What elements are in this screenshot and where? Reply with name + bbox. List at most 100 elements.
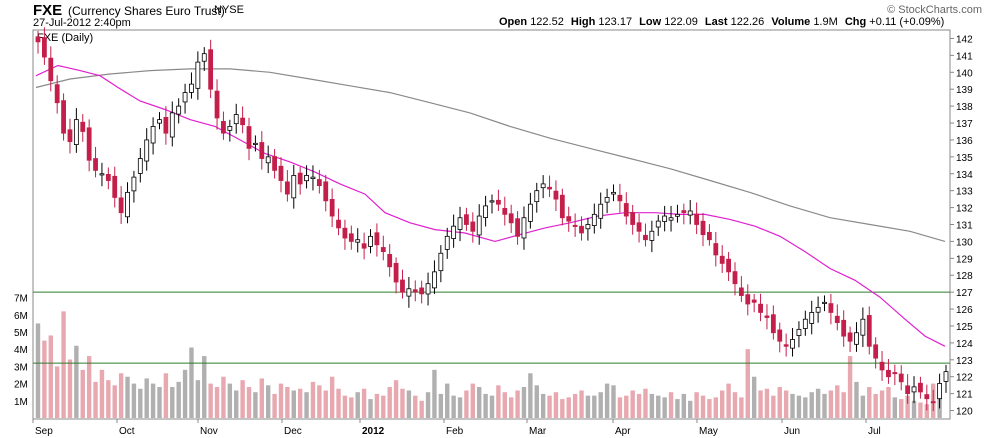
volume-bar [349, 397, 354, 418]
candle-body [943, 371, 949, 382]
y-tick-label: 125 [956, 322, 973, 333]
candle-body [150, 126, 156, 144]
high-value: 123.17 [598, 16, 633, 28]
volume-bar [214, 387, 220, 418]
volume-bar [125, 376, 130, 418]
volume-bar [547, 395, 552, 418]
volume-bar [604, 383, 610, 418]
candle-body [99, 173, 105, 176]
volume-bar [649, 393, 655, 418]
volume-bar [783, 390, 789, 418]
volume-bar [112, 385, 117, 418]
volume-bar [726, 383, 731, 418]
candle-body [35, 36, 41, 43]
chart-header: FXE (Currency Shares Euro Trust) NYSE 27… [0, 0, 990, 30]
candle-body [169, 112, 175, 138]
y-tick-label: 140 [956, 68, 973, 79]
candle-body [464, 214, 469, 225]
candle-body [937, 383, 943, 400]
volume-bar [624, 395, 629, 418]
candle-body [802, 318, 808, 329]
volume-bar [732, 392, 738, 418]
volume-bar [675, 399, 680, 418]
y-tick-label: 127 [956, 288, 973, 299]
candle-body [240, 117, 246, 126]
y-tick-label: 128 [956, 271, 973, 282]
y-tick-label: 129 [956, 254, 973, 265]
volume-bar [815, 388, 821, 418]
candle-body [623, 203, 629, 217]
volume-bar [400, 388, 405, 418]
x-tick-label: Feb [446, 426, 464, 437]
candle-body [61, 100, 66, 134]
last-label: Last [704, 16, 728, 28]
candle-body [144, 139, 150, 162]
candle-body [521, 217, 527, 239]
volume-bar [419, 400, 424, 418]
candle-body [182, 92, 188, 103]
volume-bar [99, 369, 105, 418]
volume-bar [700, 395, 706, 418]
volume-bar [886, 387, 891, 418]
volume-bar [592, 395, 597, 418]
volume-bar [413, 395, 418, 418]
candle-body [495, 199, 501, 205]
candle-body [764, 315, 770, 318]
volume-bar [138, 388, 143, 418]
volume-bar [528, 373, 533, 418]
candle-body [476, 215, 482, 236]
volume-bar [483, 393, 488, 418]
last-value: 122.26 [730, 16, 765, 28]
volume-bar [48, 335, 53, 418]
candle-body [636, 222, 642, 232]
candle-body [758, 303, 763, 313]
candle-body [585, 224, 591, 230]
volume-bar [253, 392, 258, 418]
low-value: 122.09 [664, 16, 698, 28]
security-name: (Currency Shares Euro Trust) [68, 4, 225, 18]
volume-bar [54, 366, 60, 418]
volume-bar [598, 392, 603, 418]
volume-bar [304, 392, 309, 418]
volume-bar [719, 390, 725, 418]
volume-bar [585, 395, 591, 418]
candle-body [137, 158, 143, 174]
candle-body [323, 181, 329, 202]
chg-label: Chg [844, 16, 867, 28]
candle-body [195, 61, 201, 89]
candle-body [73, 119, 79, 145]
candle-body [502, 208, 508, 215]
volume-bar [611, 385, 616, 418]
volume-bar [189, 347, 194, 418]
volume-bar [540, 393, 546, 418]
candle-body [125, 191, 130, 218]
volume-bar [323, 390, 328, 418]
volume-bar [182, 369, 188, 418]
x-tick-label: Oct [119, 426, 135, 437]
volume-bar [707, 399, 712, 418]
candle-body [118, 197, 124, 214]
volume-bar [796, 395, 802, 418]
volume-bar [234, 390, 239, 418]
volume-bar [630, 390, 635, 418]
candle-body [611, 191, 616, 195]
volume-bar [425, 392, 431, 418]
x-tick-label: Sep [35, 426, 53, 437]
candle-body [604, 197, 610, 203]
candle-body [547, 186, 552, 190]
candle-body [67, 129, 73, 143]
volume-tick-label: 2M [14, 380, 28, 391]
volume-bar [457, 397, 463, 418]
volume-bar [643, 388, 648, 418]
candle-body [834, 315, 840, 323]
candle-body [598, 203, 604, 219]
candlesticks [35, 27, 949, 412]
volume-bar [368, 399, 373, 418]
candle-body [591, 213, 597, 226]
volume-bar [892, 397, 898, 418]
y-tick-label: 135 [956, 153, 973, 164]
volume-bar [291, 390, 296, 418]
candle-body [745, 294, 751, 305]
y-tick-label: 136 [956, 136, 973, 147]
volume-bar [285, 387, 290, 418]
